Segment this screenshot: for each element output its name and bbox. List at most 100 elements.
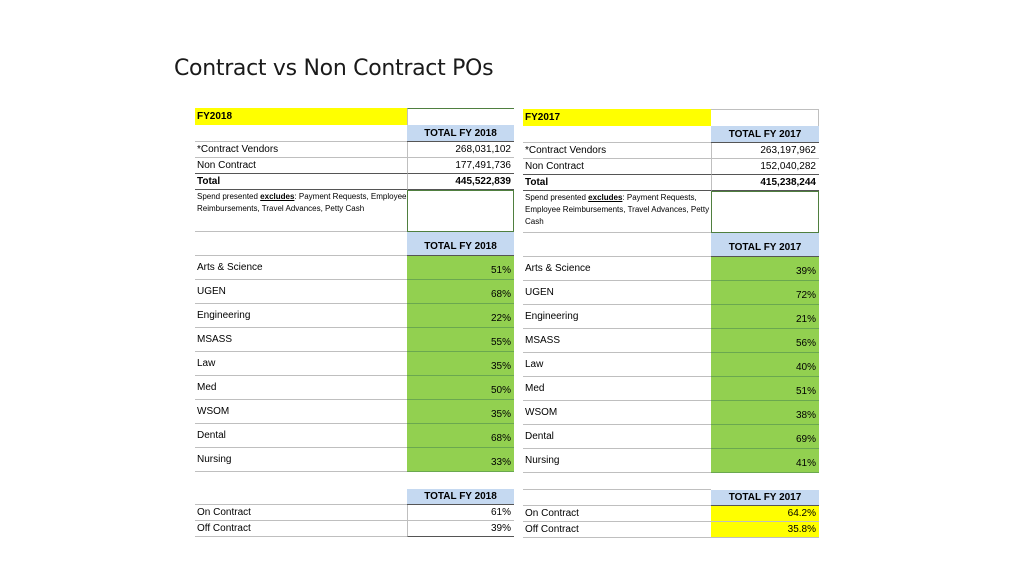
fy2018-total-header: TOTAL FY 2018: [407, 125, 514, 142]
fy2017-school-row: Dental 69%: [523, 425, 819, 449]
fy2018-school-row: Law 35%: [195, 352, 514, 376]
fy2017-school-pct: 56%: [711, 329, 819, 353]
fy2018-school-name: Med: [195, 376, 407, 400]
fy2017-school-row: Nursing 41%: [523, 449, 819, 473]
fy2017-summary-gap: [523, 474, 819, 490]
fy2017-school-pct: 21%: [711, 305, 819, 329]
fy2017-total-value: 415,238,244: [711, 175, 819, 191]
fy2018-school-row: Med 50%: [195, 376, 514, 400]
fy2017-noncontract-row: Non Contract 152,040,282: [523, 159, 819, 175]
fy2017-schools-header-row: TOTAL FY 2017: [523, 233, 819, 257]
fy2018-schools-header-row: TOTAL FY 2018: [195, 232, 514, 256]
fy2018-note-blank: [407, 190, 514, 232]
fy2018-off-contract-row: Off Contract 39%: [195, 521, 514, 537]
fy2018-school-row: Arts & Science 51%: [195, 256, 514, 280]
fy2018-total-value: 445,522,839: [407, 174, 514, 190]
fy2018-school-name: Nursing: [195, 448, 407, 472]
fy2018-noncontract-label: Non Contract: [195, 158, 407, 174]
fy2018-note-row: Spend presented excludes: Payment Reques…: [195, 190, 514, 232]
fy2018-blank-cell: [407, 108, 514, 125]
fy2017-total-label: Total: [523, 175, 711, 191]
fy2018-school-row: Engineering 22%: [195, 304, 514, 328]
fy2017-school-pct: 69%: [711, 425, 819, 449]
fy2018-summary-header: TOTAL FY 2018: [407, 489, 514, 505]
fy2018-off-contract-value: 39%: [407, 521, 514, 537]
fy2018-summary-gap: [195, 488, 514, 505]
fy2017-school-pct: 41%: [711, 449, 819, 473]
fy2017-school-pct: 72%: [711, 281, 819, 305]
fy2018-noncontract-value: 177,491,736: [407, 158, 514, 174]
fy2018-school-pct: 22%: [407, 304, 514, 328]
fy2017-total-header: TOTAL FY 2017: [711, 126, 819, 143]
fy2017-school-name: Nursing: [523, 449, 711, 473]
fy2018-contract-value: 268,031,102: [407, 142, 514, 158]
fy2017-school-name: MSASS: [523, 329, 711, 353]
fy2017-note: Spend presented excludes: Payment Reques…: [523, 191, 711, 233]
fy2018-school-row: WSOM 35%: [195, 400, 514, 424]
fy2017-school-name: WSOM: [523, 401, 711, 425]
fy2017-school-pct: 39%: [711, 257, 819, 281]
fy2018-note: Spend presented excludes: Payment Reques…: [195, 190, 407, 232]
fy2018-total-row: Total 445,522,839: [195, 174, 514, 190]
fy2017-school-pct: 38%: [711, 401, 819, 425]
fy2018-school-name: WSOM: [195, 400, 407, 424]
fy2018-on-contract-row: On Contract 61%: [195, 505, 514, 521]
fy2018-on-contract-label: On Contract: [195, 505, 407, 521]
fy2018-school-row: Dental 68%: [195, 424, 514, 448]
fy2017-off-contract-row: Off Contract 35.8%: [523, 522, 819, 538]
fy2018-summary-header-row: TOTAL FY 2018: [195, 489, 514, 505]
fy2018-schools-header: TOTAL FY 2018: [407, 232, 514, 256]
fy2017-total-header-row: TOTAL FY 2017: [523, 126, 819, 143]
fy2018-school-pct: 68%: [407, 280, 514, 304]
fy2018-contract-label: *Contract Vendors: [195, 142, 407, 158]
fy2017-summary-header: TOTAL FY 2017: [711, 490, 819, 506]
fy2018-school-pct: 35%: [407, 352, 514, 376]
fy2018-school-pct: 68%: [407, 424, 514, 448]
fy2018-off-contract-label: Off Contract: [195, 521, 407, 537]
fy2017-school-row: UGEN 72%: [523, 281, 819, 305]
fy2018-school-name: UGEN: [195, 280, 407, 304]
fy2018-total-header-row: TOTAL FY 2018: [195, 125, 514, 142]
fy2017-schools-header: TOTAL FY 2017: [711, 233, 819, 257]
fy2018-school-pct: 51%: [407, 256, 514, 280]
fy2017-header-row: FY2017: [523, 109, 819, 126]
fy2018-school-pct: 50%: [407, 376, 514, 400]
fy2018-school-name: Dental: [195, 424, 407, 448]
fy2018-school-row: MSASS 55%: [195, 328, 514, 352]
fy2017-school-name: Med: [523, 377, 711, 401]
fy2018-school-name: Engineering: [195, 304, 407, 328]
fy2017-school-name: Engineering: [523, 305, 711, 329]
fy2017-noncontract-label: Non Contract: [523, 159, 711, 175]
fy2017-school-pct: 51%: [711, 377, 819, 401]
fy2017-school-row: WSOM 38%: [523, 401, 819, 425]
fy2018-school-name: Arts & Science: [195, 256, 407, 280]
fy2017-note-blank: [711, 191, 819, 233]
fy2017-on-contract-value: 64.2%: [711, 506, 819, 522]
fy2017-sheet: FY2017 TOTAL FY 2017 *Contract Vendors 2…: [523, 109, 819, 541]
fy2017-blank-cell: [711, 109, 819, 126]
fy2017-noncontract-value: 152,040,282: [711, 159, 819, 175]
fy2018-school-name: MSASS: [195, 328, 407, 352]
fy2018-contract-row: *Contract Vendors 268,031,102: [195, 142, 514, 158]
fy2018-school-row: UGEN 68%: [195, 280, 514, 304]
fy2017-school-row: Law 40%: [523, 353, 819, 377]
fy2017-school-name: Dental: [523, 425, 711, 449]
fy2017-contract-value: 263,197,962: [711, 143, 819, 159]
fy2018-school-name: Law: [195, 352, 407, 376]
fy2017-summary-header-row: TOTAL FY 2017: [523, 490, 819, 506]
fy2017-school-name: Arts & Science: [523, 257, 711, 281]
fy2017-school-pct: 40%: [711, 353, 819, 377]
fy2017-contract-label: *Contract Vendors: [523, 143, 711, 159]
fy2018-header-row: FY2018: [195, 108, 514, 125]
fy2018-sheet: FY2018 TOTAL FY 2018 *Contract Vendors 2…: [195, 108, 514, 540]
fy2018-total-label: Total: [195, 174, 407, 190]
fy2017-contract-row: *Contract Vendors 263,197,962: [523, 143, 819, 159]
fy2017-label: FY2017: [523, 109, 711, 126]
page-title: Contract vs Non Contract POs: [174, 56, 494, 81]
fy2017-school-row: Med 51%: [523, 377, 819, 401]
fy2017-on-contract-label: On Contract: [523, 506, 711, 522]
fy2018-school-pct: 55%: [407, 328, 514, 352]
fy2017-note-row: Spend presented excludes: Payment Reques…: [523, 191, 819, 233]
fy2017-off-contract-label: Off Contract: [523, 522, 711, 538]
fy2017-on-contract-row: On Contract 64.2%: [523, 506, 819, 522]
